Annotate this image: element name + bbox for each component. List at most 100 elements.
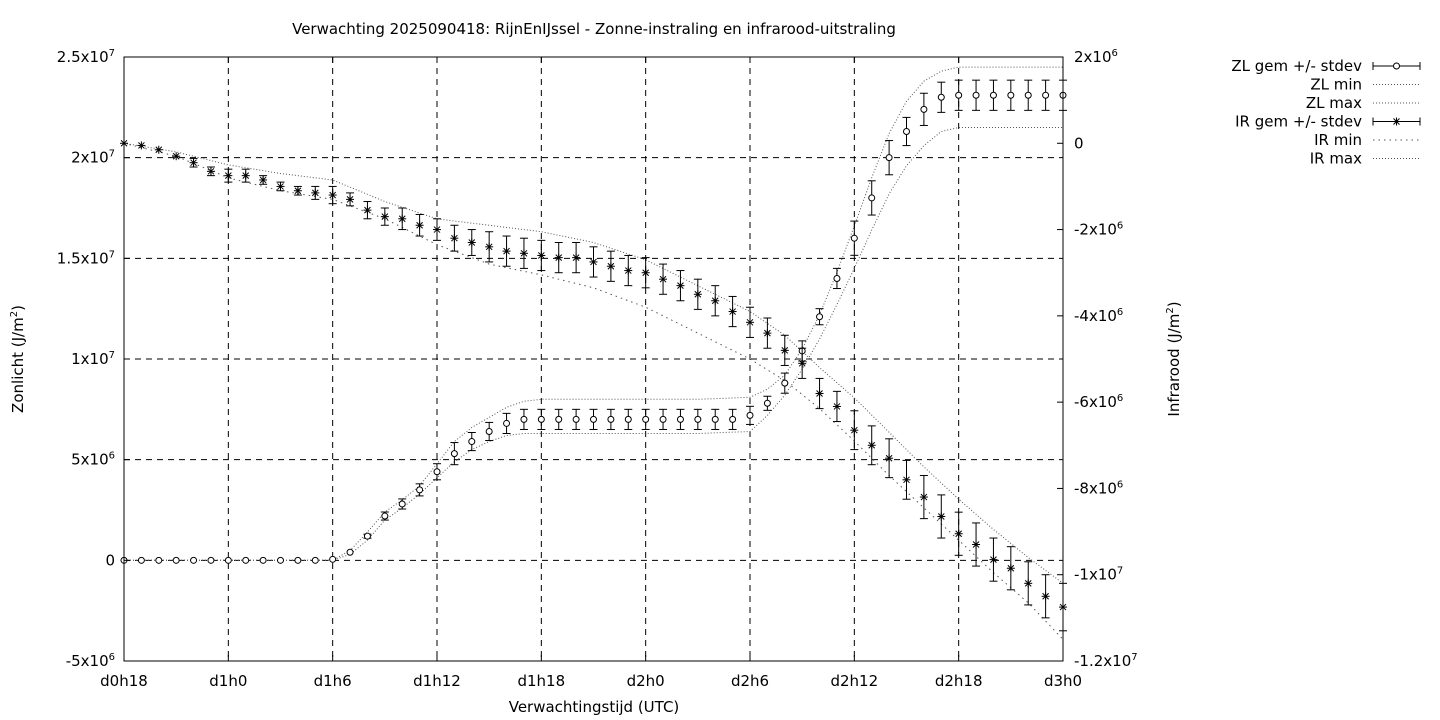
legend-marker xyxy=(1393,62,1400,70)
zl-mean-point xyxy=(450,450,458,458)
y-axis-label: Zonlicht (J/m2) xyxy=(9,305,27,413)
zl-mean-point xyxy=(763,399,771,407)
series-line-zl-max xyxy=(124,66,1063,561)
zl-mean-point xyxy=(816,313,824,321)
zl-mean-point xyxy=(1042,91,1050,99)
y2-tick-label: -8x106 xyxy=(1074,479,1123,497)
zl-mean-point xyxy=(937,93,945,101)
y-tick-label: 2x107 xyxy=(71,149,115,167)
plot-border xyxy=(123,56,1064,662)
ir-mean-point xyxy=(867,441,876,450)
zl-mean-point xyxy=(190,556,198,564)
ir-mean-point xyxy=(502,247,511,256)
y-tick-label: 0 xyxy=(105,551,115,569)
ir-mean-point xyxy=(989,555,998,564)
zl-mean-point xyxy=(711,415,719,423)
y-tick-label: 2.5x107 xyxy=(57,48,115,66)
ir-mean-point xyxy=(676,281,685,290)
ir-mean-point xyxy=(902,475,911,484)
zl-mean-point xyxy=(659,415,667,423)
ir-mean-point xyxy=(972,540,981,549)
ir-mean-point xyxy=(693,290,702,299)
ir-mean-point xyxy=(659,275,668,284)
ir-mean-point xyxy=(763,329,772,338)
ir-mean-point xyxy=(815,389,824,398)
ir-mean-point xyxy=(363,206,372,215)
y2-tick-label: -6x106 xyxy=(1074,393,1123,411)
zl-mean-point xyxy=(155,556,163,564)
zl-mean-point xyxy=(381,512,389,520)
zl-mean-point xyxy=(989,91,997,99)
zl-mean-point xyxy=(729,415,737,423)
x-axis-label: Verwachtingstijd (UTC) xyxy=(509,698,680,716)
ir-mean-point xyxy=(728,307,737,316)
ir-mean-point xyxy=(415,221,424,230)
ir-mean-point xyxy=(276,182,285,191)
legend-label: IR min xyxy=(1314,131,1362,149)
ir-mean-point xyxy=(641,268,650,277)
ir-mean-point xyxy=(241,171,250,180)
y2-tick-label: 2x106 xyxy=(1074,48,1118,66)
legend-label: IR max xyxy=(1310,150,1362,168)
zl-mean-point xyxy=(224,556,232,564)
zl-mean-point xyxy=(920,105,928,113)
y2-tick-label: -4x106 xyxy=(1074,307,1123,325)
y-tick-label: 1.5x107 xyxy=(57,249,115,267)
legend-label: IR gem +/- stdev xyxy=(1235,113,1362,131)
ir-mean-point xyxy=(1006,564,1015,573)
x-tick-label: d2h0 xyxy=(627,672,665,690)
zl-mean-point xyxy=(520,415,528,423)
x-axis-ticks: d0h18 d1h0 d1h6 d1h12 d1h18 d2h0 d2h6 d2h12 d2h1… xyxy=(100,57,1082,690)
zl-mean-point xyxy=(868,194,876,202)
zl-mean-point xyxy=(624,415,632,423)
ir-mean-point xyxy=(311,188,320,197)
y2-axis-label: Infrarood (J/m2) xyxy=(1165,301,1183,416)
y2-axis-ticks: -1.2x107 -1x107 -8x106 -6x106 -4x106 -2x106 0 2… xyxy=(1057,48,1138,670)
zl-mean-point xyxy=(346,548,354,556)
x-tick-label: d2h12 xyxy=(830,672,878,690)
series-lines xyxy=(123,66,1064,640)
zl-mean-point xyxy=(781,379,789,387)
y2-tick-label: 0 xyxy=(1074,134,1084,152)
zl-mean-point xyxy=(363,532,371,540)
ir-mean-point xyxy=(572,253,581,262)
zl-mean-point xyxy=(311,556,319,564)
zl-mean-point xyxy=(850,234,858,242)
ir-mean-point xyxy=(589,257,598,266)
ir-mean-point xyxy=(189,158,198,167)
zl-mean-point xyxy=(1024,91,1032,99)
legend-marker xyxy=(1392,117,1401,126)
y2-tick-label: -2x106 xyxy=(1074,221,1123,239)
y-axis-ticks: -5x106 0 5x106 1x107 1.5x107 2x107 2.5x107 xyxy=(57,48,130,670)
ir-mean-point xyxy=(450,234,459,243)
zl-mean-point xyxy=(1007,91,1015,99)
zl-mean-point xyxy=(746,411,754,419)
x-tick-label: d0h18 xyxy=(100,672,148,690)
zl-mean-point xyxy=(694,415,702,423)
zl-mean-point xyxy=(137,556,145,564)
ir-mean-point xyxy=(259,175,268,184)
ir-mean-point xyxy=(485,242,494,251)
zl-mean-point xyxy=(903,127,910,135)
ir-mean-point xyxy=(624,266,633,275)
ir-mean-point xyxy=(206,167,215,176)
series-line-ir-min xyxy=(123,142,1064,640)
ir-mean-point xyxy=(293,186,302,195)
zl-mean-point xyxy=(207,556,215,564)
x-tick-label: d2h18 xyxy=(935,672,983,690)
x-tick-label: d3h0 xyxy=(1044,672,1082,690)
zl-mean-point xyxy=(676,415,684,423)
zl-mean-point xyxy=(590,415,597,423)
ir-mean-point xyxy=(328,191,337,200)
zl-mean-point xyxy=(537,415,545,423)
zl-mean-point xyxy=(259,556,267,564)
ir-mean-point xyxy=(937,512,946,521)
zl-mean-point xyxy=(277,556,284,564)
zl-mean-point xyxy=(972,91,980,99)
ir-mean-point xyxy=(433,225,441,234)
zl-mean-point xyxy=(398,500,406,508)
zl-mean-point xyxy=(294,556,302,564)
ir-mean-point xyxy=(711,296,720,305)
zl-mean-point xyxy=(642,415,650,423)
